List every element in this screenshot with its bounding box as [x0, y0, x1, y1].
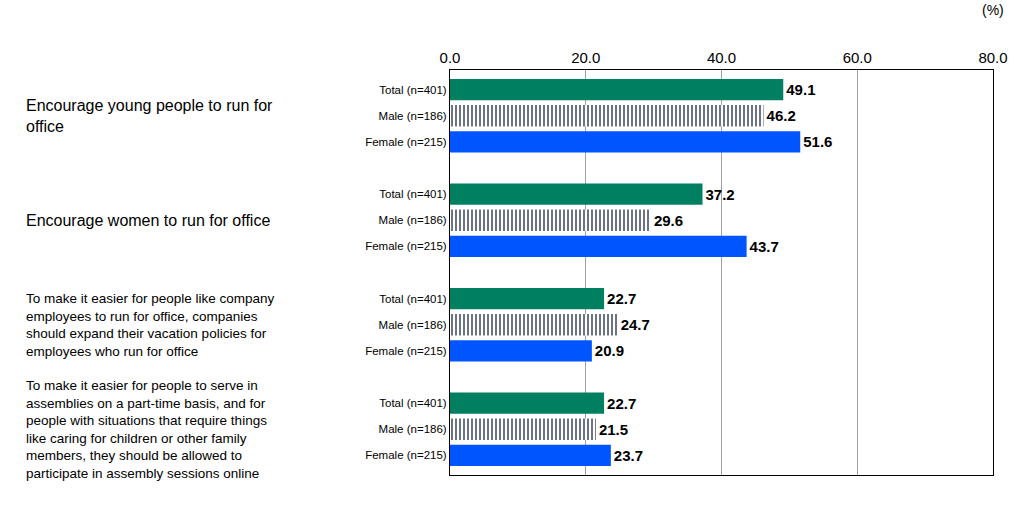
- svg-text:40.0: 40.0: [707, 49, 736, 66]
- svg-text:46.2: 46.2: [767, 107, 796, 124]
- svg-text:80.0: 80.0: [978, 49, 1007, 66]
- svg-text:Total (n=401): Total (n=401): [379, 188, 447, 200]
- svg-text:Encourage young people to run: Encourage young people to run foroffice: [26, 97, 273, 135]
- svg-text:24.7: 24.7: [621, 316, 650, 333]
- svg-text:(%): (%): [982, 2, 1004, 18]
- svg-text:To make it easier for people t: To make it easier for people to serve in…: [26, 378, 267, 481]
- svg-text:To make it easier for people l: To make it easier for people like compan…: [26, 291, 275, 359]
- svg-text:Male (n=186): Male (n=186): [379, 214, 447, 226]
- svg-text:Total (n=401): Total (n=401): [379, 397, 447, 409]
- svg-text:Total (n=401): Total (n=401): [379, 293, 447, 305]
- svg-text:Male (n=186): Male (n=186): [379, 110, 447, 122]
- svg-text:Male (n=186): Male (n=186): [379, 319, 447, 331]
- svg-text:Male (n=186): Male (n=186): [379, 423, 447, 435]
- svg-text:43.7: 43.7: [750, 238, 779, 255]
- svg-text:21.5: 21.5: [599, 421, 628, 438]
- svg-text:60.0: 60.0: [843, 49, 872, 66]
- svg-text:Total (n=401): Total (n=401): [379, 84, 447, 96]
- svg-text:37.2: 37.2: [706, 186, 735, 203]
- svg-text:Female (n=215): Female (n=215): [365, 240, 447, 252]
- svg-text:23.7: 23.7: [614, 447, 643, 464]
- svg-text:49.1: 49.1: [786, 81, 815, 98]
- svg-text:22.7: 22.7: [607, 395, 636, 412]
- svg-text:Female (n=215): Female (n=215): [365, 136, 447, 148]
- svg-text:20.0: 20.0: [571, 49, 600, 66]
- svg-text:20.9: 20.9: [595, 342, 624, 359]
- svg-text:Female (n=215): Female (n=215): [365, 449, 447, 461]
- svg-text:29.6: 29.6: [654, 212, 683, 229]
- svg-text:0.0: 0.0: [440, 49, 461, 66]
- svg-text:51.6: 51.6: [803, 133, 832, 150]
- svg-text:Encourage women to run for off: Encourage women to run for office: [26, 212, 270, 229]
- svg-text:Female (n=215): Female (n=215): [365, 345, 447, 357]
- svg-text:22.7: 22.7: [607, 290, 636, 307]
